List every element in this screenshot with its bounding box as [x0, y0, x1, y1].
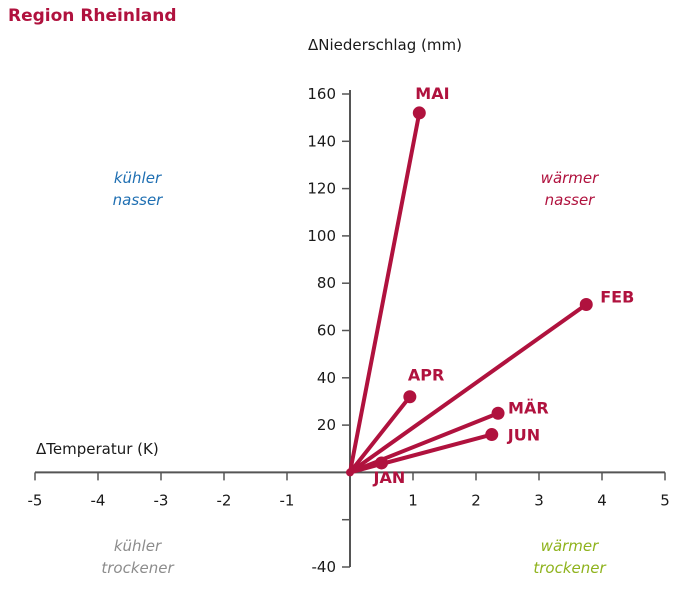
y-tick-label: 20	[317, 416, 336, 434]
quadrant-label-cool-wet: kühler nasser	[95, 167, 180, 211]
quadrant-warm-dry-line1: wärmer	[540, 537, 599, 555]
x-tick-label: 3	[534, 491, 544, 509]
y-tick-label: 80	[317, 274, 336, 292]
series-lines: JAN FEB MÄR APR MAI JUN	[346, 84, 634, 487]
quadrant-label-cool-dry: kühler trockener	[95, 535, 180, 579]
x-tick-label: -2	[217, 491, 232, 509]
quadrant-cool-dry-line1: kühler	[113, 537, 162, 555]
point-label-apr: APR	[408, 366, 444, 385]
x-tick-label: 5	[660, 491, 670, 509]
point-jun	[485, 428, 499, 442]
point-label-mai: MAI	[415, 84, 449, 103]
quadrant-warm-dry-line2: trockener	[533, 559, 606, 577]
x-tick-label: -3	[154, 491, 169, 509]
point-label-jun: JUN	[507, 426, 540, 445]
x-tick-label: 2	[471, 491, 481, 509]
point-label-feb: FEB	[600, 287, 634, 306]
point-feb	[579, 297, 593, 311]
quadrant-cool-dry-line2: trockener	[101, 559, 174, 577]
point-label-mär: MÄR	[508, 398, 549, 417]
ray-jun	[348, 432, 494, 475]
x-tick-label: 4	[597, 491, 607, 509]
y-tick-label: 160	[307, 85, 336, 103]
axes: -5 -4 -3 -2 -1 1 2 3 4 5 -40 20 40 60 80 100 120 140 160	[28, 85, 670, 576]
ray-apr	[348, 394, 412, 475]
quadrant-warm-wet-line1: wärmer	[540, 169, 599, 187]
point-label-jan: JAN	[373, 468, 406, 487]
quadrant-warm-wet-line2: nasser	[544, 191, 595, 209]
point-mär	[491, 406, 505, 420]
x-axis-label: ΔTemperatur (K)	[36, 440, 159, 458]
ray-mai	[348, 110, 422, 475]
origin-point	[346, 468, 354, 477]
quadrant-cool-wet-line1: kühler	[113, 169, 162, 187]
x-tick-label: 1	[408, 491, 418, 509]
y-tick-label: 140	[307, 132, 336, 150]
y-tick-label: -40	[312, 558, 337, 576]
y-tick-label: 100	[307, 227, 336, 245]
x-tick-label: -4	[91, 491, 106, 509]
ray-feb	[348, 302, 589, 475]
y-tick-label: 40	[317, 369, 336, 387]
quadrant-cool-wet-line2: nasser	[112, 191, 163, 209]
y-tick-label: 120	[307, 180, 336, 198]
y-axis-label: ΔNiederschlag (mm)	[308, 36, 462, 54]
quadrant-label-warm-dry: wärmer trockener	[527, 535, 612, 579]
x-tick-label: -1	[280, 491, 295, 509]
y-tick-label: 60	[317, 322, 336, 340]
chart-title: Region Rheinland	[8, 6, 177, 26]
quadrant-label-warm-wet: wärmer nasser	[527, 167, 612, 211]
x-tick-label: -5	[28, 491, 43, 509]
point-apr	[403, 390, 417, 404]
ray-mär	[348, 411, 501, 475]
point-mai	[412, 106, 426, 120]
